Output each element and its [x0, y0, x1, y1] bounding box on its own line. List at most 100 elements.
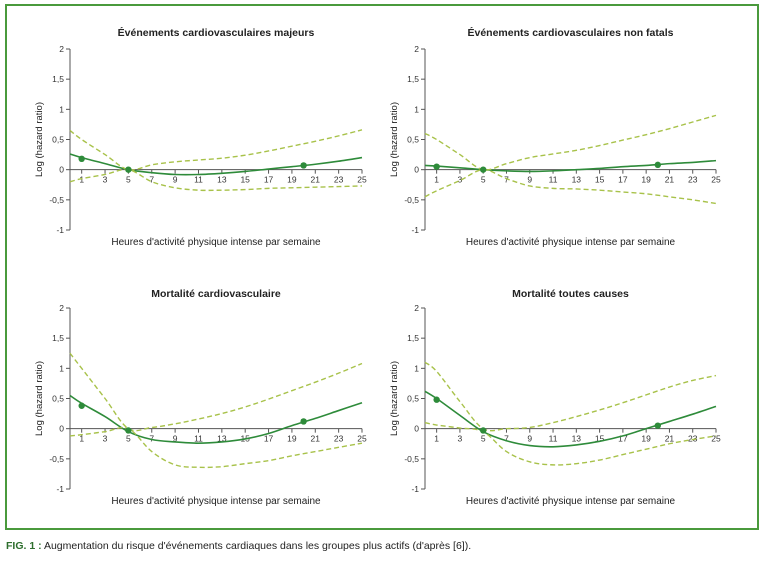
y-tick-label: 1 — [414, 363, 419, 373]
data-point — [300, 418, 307, 425]
x-tick-label: 25 — [711, 175, 721, 185]
estimate-line — [69, 394, 363, 444]
y-tick-label: 0,5 — [52, 135, 64, 145]
x-tick-label: 21 — [665, 175, 675, 185]
x-tick-label: 1 — [79, 175, 84, 185]
y-axis-label: Log (hazard ratio) — [389, 361, 400, 436]
y-tick-label: 1 — [59, 363, 64, 373]
chart-panel-2: Événements cardiovasculaires non fatals -… — [389, 26, 721, 248]
x-tick-label: 11 — [194, 175, 203, 185]
x-tick-label: 25 — [711, 434, 721, 444]
ci-upper-line — [424, 114, 717, 171]
estimate-line — [424, 159, 717, 173]
x-tick-label: 3 — [103, 175, 108, 185]
x-tick-label: 17 — [618, 434, 628, 444]
ci-upper-line — [69, 352, 363, 432]
data-point — [125, 166, 132, 173]
y-tick-label: 0 — [59, 165, 64, 175]
x-tick-label: 3 — [103, 434, 108, 444]
y-tick-label: -0,5 — [49, 195, 64, 205]
x-tick-label: 15 — [240, 175, 250, 185]
y-tick-label: 1,5 — [52, 74, 64, 84]
chart-panel-1: Événements cardiovasculaires majeurs -1 -0… — [34, 26, 367, 248]
y-tick-label: 0,5 — [407, 394, 419, 404]
ci-lower-line — [69, 426, 363, 469]
x-axis-label: Heures d'activité physique intense par s… — [466, 496, 676, 507]
data-point — [433, 163, 440, 170]
ci-lower-line — [424, 168, 717, 205]
x-tick-label: 21 — [311, 434, 321, 444]
x-tick-label: 21 — [311, 175, 321, 185]
x-tick-label: 23 — [688, 434, 698, 444]
x-tick-label: 13 — [572, 175, 582, 185]
x-tick-label: 15 — [595, 175, 605, 185]
y-tick-label: 0,5 — [407, 135, 419, 145]
y-tick-label: 0 — [414, 165, 419, 175]
y-axis-label: Log (hazard ratio) — [34, 102, 45, 177]
x-tick-label: 5 — [126, 434, 131, 444]
y-axis-label: Log (hazard ratio) — [389, 102, 400, 177]
x-tick-label: 21 — [665, 434, 675, 444]
data-point — [433, 396, 440, 403]
x-tick-label: 15 — [595, 434, 605, 444]
x-tick-label: 7 — [504, 175, 509, 185]
x-tick-label: 11 — [549, 434, 558, 444]
x-tick-label: 1 — [79, 434, 84, 444]
y-tick-label: -1 — [411, 225, 419, 235]
chart-panel-4: Mortalité toutes causes-1-0,500,511,521 3… — [389, 288, 721, 507]
chart-title: Événements cardiovasculaires majeurs — [118, 26, 315, 39]
data-point — [78, 402, 85, 409]
y-tick-label: -1 — [411, 484, 419, 494]
y-tick-label: 2 — [59, 44, 64, 54]
x-tick-label: 17 — [264, 434, 274, 444]
x-tick-label: 17 — [264, 175, 274, 185]
ci-upper-line — [424, 361, 717, 432]
chart-title: Événements cardiovasculaires non fatals — [467, 26, 673, 39]
y-tick-label: 0 — [59, 424, 64, 434]
x-tick-label: 13 — [217, 434, 227, 444]
figure-frame — [5, 4, 759, 530]
x-tick-label: 7 — [149, 434, 154, 444]
x-tick-label: 23 — [334, 175, 344, 185]
x-tick-label: 11 — [549, 175, 558, 185]
data-point — [654, 161, 661, 169]
chart-panel-3: Mortalité cardiovasculaire -1 -0,5 0 0,5 1 1,5… — [34, 288, 367, 507]
caption-label: FIG. 1 : — [6, 540, 42, 552]
data-point — [78, 155, 85, 163]
x-axis-label: Heures d'activité physique intense par s… — [111, 237, 321, 248]
y-tick-label: 2 — [414, 44, 419, 54]
y-axis-label: Log (hazard ratio) — [34, 361, 45, 436]
y-tick-label: 0 — [414, 424, 419, 434]
chart-title: Mortalité cardiovasculaire — [151, 288, 281, 300]
y-tick-label: 1 — [414, 104, 419, 114]
y-tick-label: 1,5 — [52, 333, 64, 343]
x-tick-label: 7 — [149, 175, 154, 185]
ci-upper-line — [69, 129, 363, 171]
y-tick-label: -1 — [56, 225, 64, 235]
x-tick-label: 9 — [527, 175, 532, 185]
y-tick-label: -0,5 — [49, 454, 64, 464]
y-tick-label: 2 — [59, 303, 64, 313]
x-tick-label: 11 — [194, 434, 203, 444]
x-tick-label: 7 — [504, 434, 509, 444]
y-tick-label: 1 — [59, 104, 64, 114]
y-tick-label: 2 — [414, 303, 419, 313]
x-tick-label: 13 — [572, 434, 582, 444]
x-tick-label: 25 — [357, 175, 367, 185]
y-tick-label: -1 — [56, 484, 64, 494]
x-tick-label: 13 — [217, 175, 227, 185]
data-point — [125, 427, 132, 434]
data-point — [300, 162, 307, 169]
x-tick-label: 19 — [641, 175, 651, 185]
x-tick-label: 3 — [458, 175, 463, 185]
figure-caption: FIG. 1 : Augmentation du risque d'événem… — [6, 540, 471, 552]
x-tick-label: 19 — [641, 434, 651, 444]
x-tick-label: 17 — [618, 175, 628, 185]
data-point — [480, 427, 487, 434]
x-tick-label: 19 — [287, 434, 297, 444]
y-tick-label: -0,5 — [404, 454, 419, 464]
data-point — [480, 166, 487, 173]
x-tick-label: 9 — [173, 434, 178, 444]
charts-svg: Événements cardiovasculaires majeurs -1 -0… — [34, 26, 721, 507]
x-tick-label: 23 — [688, 175, 698, 185]
